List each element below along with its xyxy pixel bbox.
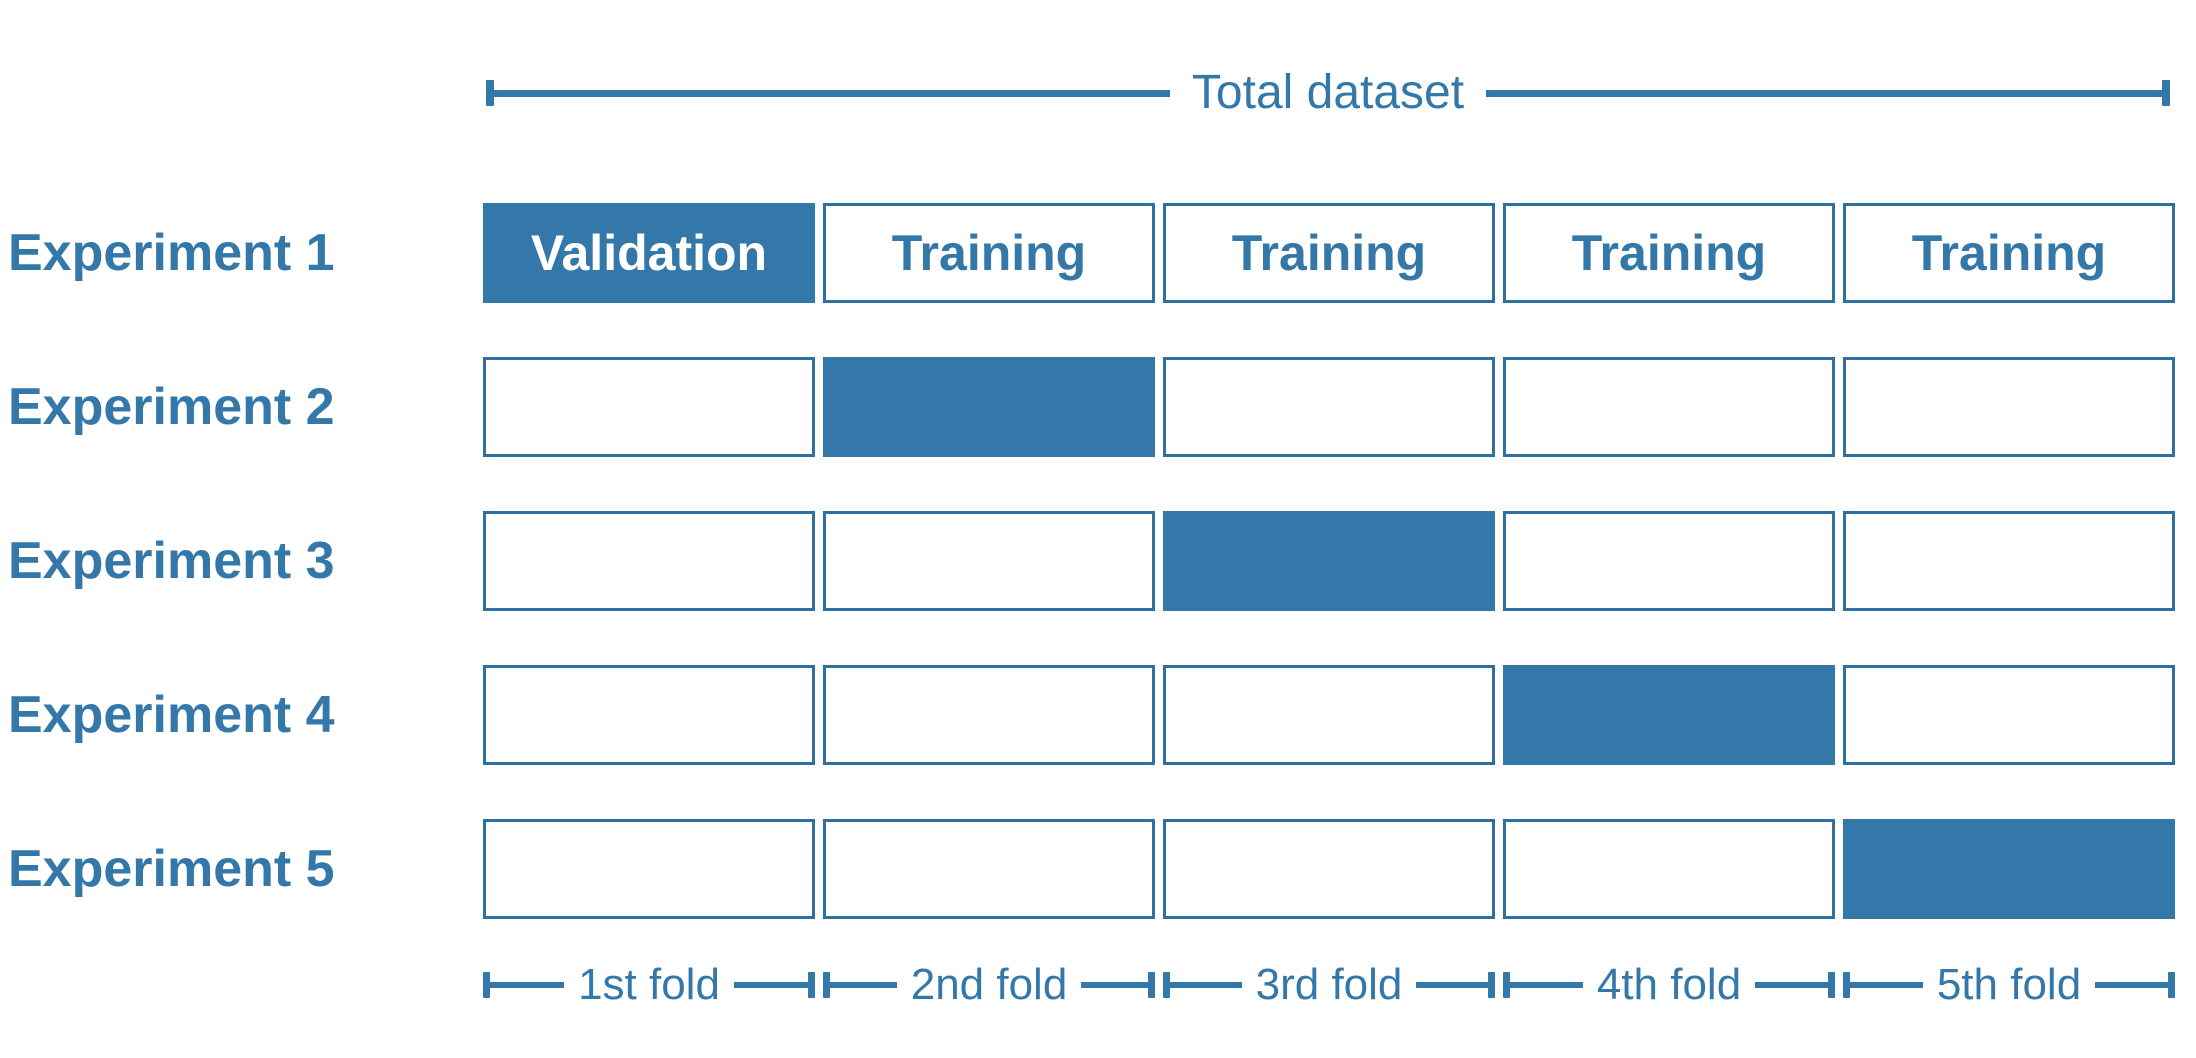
- experiment-4-label: Experiment 4: [8, 686, 335, 744]
- fold-cell-selected: [1163, 511, 1495, 611]
- experiment-2-cells: [483, 357, 2175, 457]
- experiment-4-cells: [483, 665, 2175, 765]
- fold-cell: [823, 819, 1155, 919]
- fold-cell: [483, 665, 815, 765]
- fold-span-4: 4th fold: [1503, 963, 1835, 1007]
- fold-cell: [1163, 665, 1495, 765]
- fold-left-tick-icon: [1503, 972, 1510, 998]
- fold-span-5: 5th fold: [1843, 963, 2175, 1007]
- fold-left-line: [1850, 982, 1923, 988]
- fold-axis: 1st fold 2nd fold 3rd fold 4th fold: [483, 963, 2175, 1007]
- fold-cell: [1503, 357, 1835, 457]
- fold-cell: [1163, 357, 1495, 457]
- ruler-right-tick-icon: [2162, 80, 2170, 106]
- fold-cell: [823, 511, 1155, 611]
- fold-right-line: [733, 982, 808, 988]
- ruler-right-line: [1486, 89, 2162, 97]
- cell-text: Training: [1571, 225, 1767, 281]
- fold-span-3: 3rd fold: [1163, 963, 1496, 1007]
- fold-left-tick-icon: [1843, 972, 1850, 998]
- fold-cell: [483, 357, 815, 457]
- experiment-1-cells: Validation Training Training Training Tr…: [483, 203, 2175, 303]
- fold-cell: [823, 665, 1155, 765]
- total-dataset-ruler: Total dataset: [486, 69, 2170, 117]
- fold-left-line: [830, 982, 897, 988]
- fold-cell: [1843, 665, 2175, 765]
- fold-cell: [483, 819, 815, 919]
- experiment-2-label: Experiment 2: [8, 378, 335, 436]
- fold-cell-training: Training: [1843, 203, 2175, 303]
- fold-right-tick-icon: [808, 972, 815, 998]
- fold-3-label: 3rd fold: [1255, 960, 1403, 1009]
- experiment-row-1: Experiment 1 Validation Training Trainin…: [0, 203, 2196, 303]
- total-dataset-label: Total dataset: [1191, 66, 1465, 119]
- fold-span-1: 1st fold: [483, 963, 815, 1007]
- fold-cell-training: Training: [823, 203, 1155, 303]
- fold-left-line: [1510, 982, 1583, 988]
- cell-text: Training: [1231, 225, 1427, 281]
- fold-5-label: 5th fold: [1936, 960, 2082, 1009]
- ruler-left-tick-icon: [486, 80, 494, 106]
- experiment-row-3: Experiment 3: [0, 511, 2196, 611]
- fold-cell: [1843, 357, 2175, 457]
- fold-span-2: 2nd fold: [823, 963, 1156, 1007]
- fold-cell: [1163, 819, 1495, 919]
- experiment-1-label: Experiment 1: [8, 224, 335, 282]
- fold-right-line: [1081, 982, 1149, 988]
- fold-cell-training: Training: [1163, 203, 1495, 303]
- experiment-row-5: Experiment 5: [0, 819, 2196, 919]
- fold-left-tick-icon: [823, 972, 830, 998]
- fold-left-line: [1170, 982, 1242, 988]
- fold-right-line: [2095, 982, 2168, 988]
- fold-1-label: 1st fold: [578, 960, 720, 1009]
- fold-cell: [1843, 511, 2175, 611]
- fold-cell: [483, 511, 815, 611]
- fold-4-label: 4th fold: [1596, 960, 1742, 1009]
- fold-left-tick-icon: [483, 972, 490, 998]
- experiment-5-label: Experiment 5: [8, 840, 335, 898]
- cell-text: Training: [891, 225, 1087, 281]
- fold-cell-selected: [1503, 665, 1835, 765]
- experiment-3-label: Experiment 3: [8, 532, 335, 590]
- cell-text: Validation: [530, 225, 768, 281]
- fold-cell-validation: Validation: [483, 203, 815, 303]
- fold-right-tick-icon: [1488, 972, 1496, 998]
- fold-cell-training: Training: [1503, 203, 1835, 303]
- fold-right-line: [1755, 982, 1828, 988]
- cell-text: Training: [1911, 225, 2107, 281]
- experiment-5-cells: [483, 819, 2175, 919]
- ruler-left-line: [494, 89, 1170, 97]
- fold-left-line: [490, 982, 565, 988]
- fold-2-label: 2nd fold: [910, 960, 1068, 1009]
- fold-right-tick-icon: [2168, 972, 2175, 998]
- experiment-row-2: Experiment 2: [0, 357, 2196, 457]
- fold-left-tick-icon: [1163, 972, 1170, 998]
- fold-cell-selected: [1843, 819, 2175, 919]
- fold-right-tick-icon: [1828, 972, 1835, 998]
- fold-cell-selected: [823, 357, 1155, 457]
- fold-right-line: [1416, 982, 1489, 988]
- experiment-row-4: Experiment 4: [0, 665, 2196, 765]
- experiment-3-cells: [483, 511, 2175, 611]
- fold-right-tick-icon: [1148, 972, 1156, 998]
- fold-cell: [1503, 511, 1835, 611]
- fold-cell: [1503, 819, 1835, 919]
